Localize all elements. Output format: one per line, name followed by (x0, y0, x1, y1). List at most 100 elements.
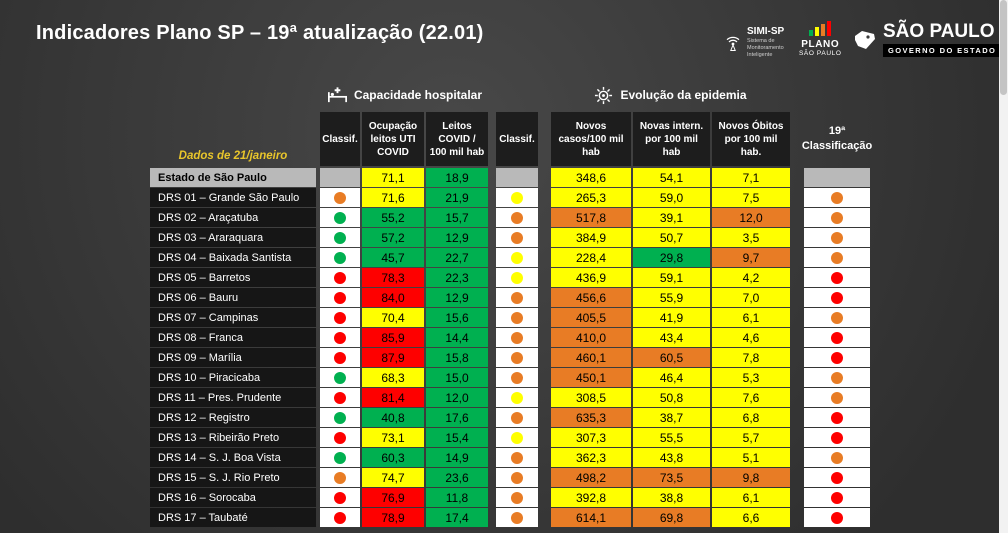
new-cases-value: 614,1 (551, 508, 631, 527)
sp-state-map-icon (853, 29, 877, 51)
epidemic-classification-cell (496, 488, 538, 507)
scrollbar-thumb[interactable] (1000, 0, 1007, 95)
table-row: DRS 09 – Marília 87,9 15,8 460,1 60,5 7,8 (150, 348, 870, 367)
orange-status-dot (831, 451, 843, 464)
column-header-19th-classification: 19ª Classificação (801, 125, 873, 152)
epidemic-classification-cell (496, 248, 538, 267)
new-cases-value: 348,6 (551, 168, 631, 187)
new-cases-value: 498,2 (551, 468, 631, 487)
new-deaths-value: 7,0 (712, 288, 790, 307)
uti-occupancy-value: 74,7 (362, 468, 424, 487)
red-status-dot (334, 511, 346, 524)
table-row: DRS 05 – Barretos 78,3 22,3 436,9 59,1 4,2 (150, 268, 870, 287)
orange-status-dot (511, 471, 523, 484)
region-name: DRS 07 – Campinas (150, 308, 316, 327)
covid-beds-value: 17,4 (426, 508, 488, 527)
new-admissions-value: 43,4 (633, 328, 710, 347)
new-cases-value: 517,8 (551, 208, 631, 227)
hospital-classification-cell (320, 188, 360, 207)
red-status-dot (831, 511, 843, 524)
table-row: DRS 03 – Araraquara 57,2 12,9 384,9 50,7 3,5 (150, 228, 870, 247)
final-classification-cell (804, 408, 870, 427)
scrollbar[interactable] (999, 0, 1008, 533)
gov-line2: GOVERNO DO ESTADO (883, 44, 1002, 57)
date-label: Dados de 21/janeiro (178, 150, 288, 162)
orange-status-dot (511, 411, 523, 424)
epidemic-classification-cell (496, 288, 538, 307)
red-status-dot (831, 291, 843, 304)
new-deaths-value: 6,8 (712, 408, 790, 427)
covid-beds-value: 14,4 (426, 328, 488, 347)
table-row: DRS 10 – Piracicaba 68,3 15,0 450,1 46,4 5,3 (150, 368, 870, 387)
covid-beds-value: 22,3 (426, 268, 488, 287)
green-status-dot (334, 371, 346, 384)
hospital-classification-cell (320, 368, 360, 387)
region-name: DRS 11 – Pres. Prudente (150, 388, 316, 407)
new-deaths-value: 7,1 (712, 168, 790, 187)
section-label-hospital: Capacidade hospitalar (353, 88, 483, 102)
uti-occupancy-value: 85,9 (362, 328, 424, 347)
new-admissions-value: 38,7 (633, 408, 710, 427)
hospital-classification-cell (320, 168, 360, 187)
state-summary-row: Estado de São Paulo 71,1 18,9 348,6 54,1 7,1 (150, 168, 870, 187)
covid-beds-value: 12,9 (426, 288, 488, 307)
hospital-classification-cell (320, 208, 360, 227)
red-status-dot (831, 331, 843, 344)
gov-sp-logo: SÃO PAULO GOVERNO DO ESTADO (853, 21, 1002, 57)
table-row: DRS 02 – Araçatuba 55,2 15,7 517,8 39,1 12,0 (150, 208, 870, 227)
epidemic-classification-cell (496, 168, 538, 187)
orange-status-dot (831, 311, 843, 324)
region-name: DRS 15 – S. J. Rio Preto (150, 468, 316, 487)
orange-status-dot (511, 211, 523, 224)
red-status-dot (831, 351, 843, 364)
region-name: DRS 02 – Araçatuba (150, 208, 316, 227)
covid-beds-value: 12,0 (426, 388, 488, 407)
final-classification-cell (804, 468, 870, 487)
epidemic-classification-cell (496, 388, 538, 407)
epidemic-classification-cell (496, 448, 538, 467)
gov-line1: SÃO PAULO (883, 21, 995, 42)
covid-beds-value: 15,0 (426, 368, 488, 387)
new-admissions-value: 73,5 (633, 468, 710, 487)
hospital-classification-cell (320, 268, 360, 287)
uti-occupancy-value: 78,9 (362, 508, 424, 527)
region-name: DRS 16 – Sorocaba (150, 488, 316, 507)
orange-status-dot (831, 391, 843, 404)
uti-occupancy-value: 45,7 (362, 248, 424, 267)
region-name: DRS 06 – Bauru (150, 288, 316, 307)
uti-occupancy-value: 81,4 (362, 388, 424, 407)
yellow-status-dot (511, 251, 523, 264)
red-status-dot (334, 271, 346, 284)
new-deaths-value: 9,7 (712, 248, 790, 267)
red-status-dot (334, 331, 346, 344)
epidemic-classification-cell (496, 368, 538, 387)
region-name: DRS 05 – Barretos (150, 268, 316, 287)
covid-beds-value: 23,6 (426, 468, 488, 487)
new-cases-value: 392,8 (551, 488, 631, 507)
plano-sp-logo: PLANO SÃO PAULO (799, 20, 842, 57)
uti-occupancy-value: 73,1 (362, 428, 424, 447)
antenna-icon (724, 26, 742, 59)
covid-beds-value: 11,8 (426, 488, 488, 507)
green-status-dot (334, 251, 346, 264)
orange-status-dot (334, 471, 346, 484)
table-row: DRS 01 – Grande São Paulo 71,6 21,9 265,3 59… (150, 188, 870, 207)
red-status-dot (334, 311, 346, 324)
table-row: DRS 16 – Sorocaba 76,9 11,8 392,8 38,8 6,1 (150, 488, 870, 507)
final-classification-cell (804, 208, 870, 227)
new-cases-value: 635,3 (551, 408, 631, 427)
table-row: DRS 08 – Franca 85,9 14,4 410,0 43,4 4,6 (150, 328, 870, 347)
covid-beds-value: 15,7 (426, 208, 488, 227)
epidemic-classification-cell (496, 328, 538, 347)
covid-beds-value: 14,9 (426, 448, 488, 467)
uti-occupancy-value: 87,9 (362, 348, 424, 367)
uti-occupancy-value: 71,6 (362, 188, 424, 207)
new-deaths-value: 12,0 (712, 208, 790, 227)
new-deaths-value: 6,1 (712, 308, 790, 327)
epidemic-classification-cell (496, 308, 538, 327)
orange-status-dot (831, 211, 843, 224)
uti-occupancy-value: 70,4 (362, 308, 424, 327)
simi-subtitle: Sistema de Monitoramento Inteligente (747, 38, 784, 59)
region-name: DRS 14 – S. J. Boa Vista (150, 448, 316, 467)
orange-status-dot (511, 351, 523, 364)
